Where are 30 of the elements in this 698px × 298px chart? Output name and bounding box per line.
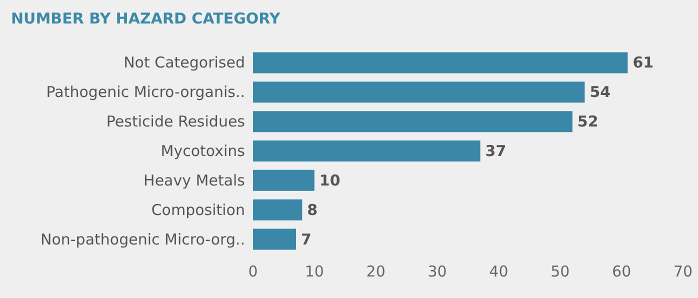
y-tick-label: Mycotoxins — [160, 142, 246, 160]
data-label: 52 — [577, 112, 598, 131]
x-tick-label: 70 — [673, 262, 693, 280]
y-tick-label: Non-pathogenic Micro-org.. — [40, 230, 245, 248]
x-tick-label: 20 — [366, 262, 386, 280]
y-tick-label: Not Categorised — [124, 54, 245, 72]
data-label: 10 — [319, 171, 340, 190]
bar — [253, 140, 480, 162]
y-tick-label: Pesticide Residues — [106, 112, 246, 131]
data-label: 61 — [632, 54, 654, 72]
bar — [253, 228, 296, 250]
y-tick-label: Heavy Metals — [144, 171, 246, 190]
bar — [253, 52, 628, 74]
x-tick-label: 30 — [428, 262, 447, 280]
chart-title: NUMBER BY HAZARD CATEGORY — [11, 10, 282, 28]
bar — [253, 170, 314, 191]
x-tick-label: 10 — [304, 262, 324, 280]
x-tick-label: 50 — [550, 262, 570, 280]
bar — [253, 82, 585, 103]
x-tick-label: 0 — [248, 262, 258, 280]
bar — [253, 199, 302, 220]
x-tick-label: 60 — [612, 262, 632, 280]
data-label: 8 — [307, 200, 318, 219]
y-tick-label: Composition — [151, 200, 245, 219]
y-tick-label: Pathogenic Micro-organis.. — [46, 83, 245, 102]
data-label: 37 — [485, 142, 506, 160]
bar — [253, 111, 572, 132]
x-tick-label: 40 — [489, 262, 508, 280]
data-label: 7 — [301, 230, 312, 248]
data-label: 54 — [590, 83, 611, 102]
